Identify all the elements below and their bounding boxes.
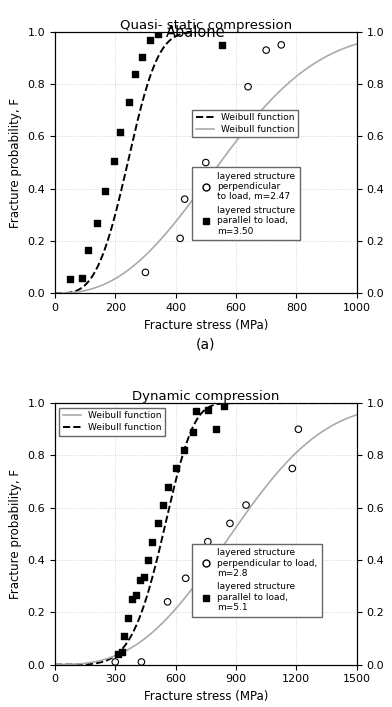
Point: [147, 34, 153, 45]
Point: [278, 39, 285, 50]
Text: Abalone: Abalone: [166, 25, 226, 40]
Point: [94, 217, 100, 228]
Point: [154, 518, 161, 529]
Point: [79, 272, 85, 284]
Point: [115, 648, 122, 660]
Point: [205, 404, 211, 415]
Point: [111, 156, 117, 167]
Point: [295, 423, 301, 435]
Point: [132, 68, 138, 79]
Point: [142, 267, 149, 278]
Point: [121, 630, 127, 641]
Point: [125, 612, 131, 623]
Point: [164, 596, 171, 607]
Point: [112, 656, 118, 667]
Point: [221, 400, 227, 411]
Point: [172, 463, 179, 474]
Point: [145, 554, 152, 566]
Point: [224, 119, 230, 130]
Point: [119, 646, 125, 658]
Point: [227, 518, 233, 529]
Point: [183, 573, 189, 584]
Y-axis label: Fracture probability, F: Fracture probability, F: [9, 469, 22, 599]
Point: [129, 594, 136, 605]
Point: [289, 463, 296, 474]
Legend: layered structure
perpendicular
to load, m=2.47, layered structure
parallel to l: layered structure perpendicular to load,…: [192, 167, 300, 240]
Point: [192, 405, 199, 416]
Point: [181, 445, 187, 456]
Point: [126, 97, 132, 108]
Point: [137, 574, 143, 585]
Point: [192, 554, 199, 566]
Point: [117, 127, 123, 138]
Point: [181, 194, 188, 205]
Y-axis label: Fracture probability, F: Fracture probability, F: [9, 98, 22, 228]
Point: [141, 571, 147, 583]
Legend: layered structure
perpendicular to load,
m=2.8, layered structure
parallel to lo: layered structure perpendicular to load,…: [192, 544, 322, 617]
Point: [219, 39, 225, 50]
Point: [138, 656, 145, 667]
Point: [164, 481, 171, 493]
Point: [133, 590, 140, 601]
Point: [245, 81, 251, 93]
Point: [139, 51, 145, 62]
Point: [154, 29, 161, 40]
X-axis label: Fracture stress (MPa): Fracture stress (MPa): [143, 319, 268, 332]
Point: [203, 157, 209, 168]
Point: [205, 536, 211, 547]
Text: (a): (a): [196, 337, 216, 351]
Point: [263, 45, 269, 56]
Point: [243, 499, 249, 510]
Point: [213, 423, 219, 435]
Point: [67, 273, 73, 284]
Title: Quasi- static compression: Quasi- static compression: [120, 19, 292, 32]
Point: [160, 499, 166, 510]
Point: [149, 536, 156, 547]
Point: [102, 186, 108, 197]
Point: [177, 233, 183, 244]
Title: Dynamic compression: Dynamic compression: [132, 390, 279, 403]
Point: [190, 426, 196, 438]
X-axis label: Fracture stress (MPa): Fracture stress (MPa): [143, 690, 268, 703]
Point: [85, 245, 91, 256]
